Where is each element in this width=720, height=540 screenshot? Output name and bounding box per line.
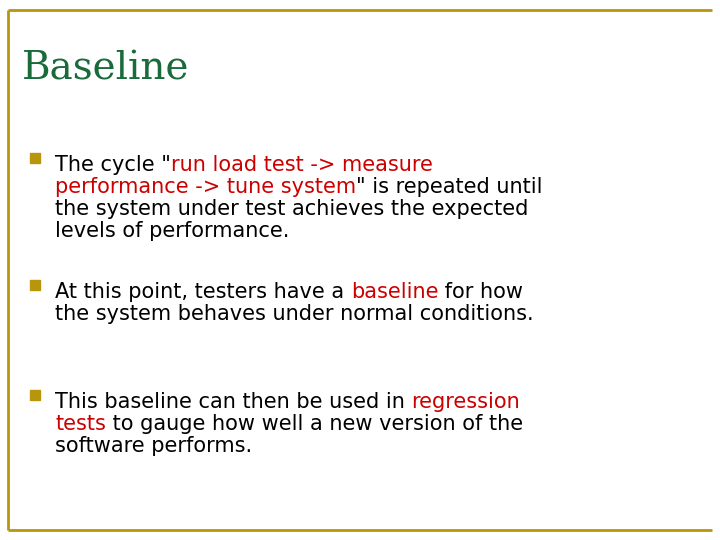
Text: levels of performance.: levels of performance. [55, 221, 289, 241]
Text: The cycle ": The cycle " [55, 155, 171, 175]
Text: " is repeated until: " is repeated until [356, 177, 543, 197]
Text: tests: tests [55, 414, 106, 434]
Text: for how: for how [438, 282, 523, 302]
Text: run load test -> measure: run load test -> measure [171, 155, 433, 175]
Text: At this point, testers have a: At this point, testers have a [55, 282, 351, 302]
Text: the system under test achieves the expected: the system under test achieves the expec… [55, 199, 528, 219]
Text: to gauge how well a new version of the: to gauge how well a new version of the [106, 414, 523, 434]
Text: performance -> tune system: performance -> tune system [55, 177, 356, 197]
Text: software performs.: software performs. [55, 436, 252, 456]
Text: regression: regression [412, 392, 521, 412]
Bar [30, 390, 40, 400]
Text: Baseline: Baseline [22, 50, 189, 87]
Text: This baseline can then be used in: This baseline can then be used in [55, 392, 412, 412]
Bar [30, 280, 40, 290]
Text: baseline: baseline [351, 282, 438, 302]
Text: the system behaves under normal conditions.: the system behaves under normal conditio… [55, 304, 534, 324]
Bar [30, 153, 40, 163]
